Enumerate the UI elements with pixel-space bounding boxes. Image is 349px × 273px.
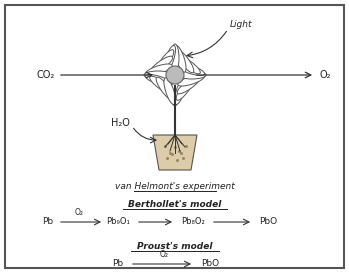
Text: O₂: O₂ [159,250,169,259]
Ellipse shape [178,71,206,79]
Ellipse shape [176,50,194,73]
Ellipse shape [171,78,179,106]
Ellipse shape [150,56,173,74]
Ellipse shape [164,78,176,105]
Text: Pb₉O₁: Pb₉O₁ [106,218,130,227]
Ellipse shape [174,78,186,105]
Ellipse shape [177,56,200,74]
Ellipse shape [144,71,172,79]
Text: H₂O: H₂O [111,118,130,128]
Text: CO₂: CO₂ [37,70,55,80]
Text: Pb: Pb [112,260,124,269]
FancyBboxPatch shape [5,5,344,268]
Circle shape [166,66,184,84]
Text: O₂: O₂ [319,70,331,80]
Ellipse shape [177,76,200,94]
Text: O₂: O₂ [74,208,83,217]
Ellipse shape [174,46,186,72]
Ellipse shape [164,46,176,72]
Ellipse shape [146,64,172,76]
Text: van Helmont's experiment: van Helmont's experiment [115,182,235,191]
Ellipse shape [156,50,174,73]
Text: Pb: Pb [43,218,53,227]
Text: Berthollet's model: Berthollet's model [128,200,222,209]
Text: PbO: PbO [259,218,277,227]
Ellipse shape [156,77,174,100]
Ellipse shape [176,77,194,100]
Ellipse shape [146,75,172,86]
Ellipse shape [150,76,173,94]
Ellipse shape [171,44,179,72]
Text: Light: Light [230,20,252,29]
Ellipse shape [178,64,205,76]
Text: Pb₈O₂: Pb₈O₂ [181,218,205,227]
Ellipse shape [178,75,205,86]
Text: PbO: PbO [201,260,219,269]
Polygon shape [153,135,197,170]
Text: Proust's model: Proust's model [137,242,213,251]
